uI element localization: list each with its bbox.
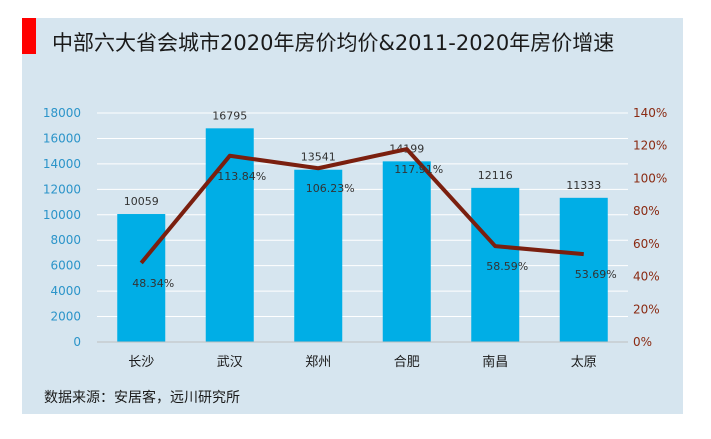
category-label: 太原: [571, 355, 597, 370]
bar: [559, 197, 608, 342]
left-axis-tick-label: 8000: [50, 233, 81, 247]
left-axis-tick-label: 2000: [50, 310, 81, 324]
left-axis-tick-label: 14000: [43, 157, 81, 171]
line-value-label: 48.34%: [132, 277, 174, 290]
category-label: 长沙: [128, 355, 154, 370]
bar: [382, 161, 431, 342]
category-label: 合肥: [394, 355, 420, 370]
bar: [294, 169, 343, 342]
bar-value-label: 13541: [301, 151, 336, 164]
left-axis-tick-label: 18000: [43, 106, 81, 120]
line-value-label: 117.91%: [394, 163, 443, 176]
line-value-label: 106.23%: [306, 182, 355, 195]
left-axis-tick-label: 12000: [43, 182, 81, 196]
right-axis-tick-label: 0%: [633, 335, 652, 349]
category-label: 郑州: [305, 355, 331, 370]
left-axis-tick-label: 6000: [50, 259, 81, 273]
growth-line: [139, 147, 584, 265]
right-axis-tick-label: 20%: [633, 302, 660, 316]
right-axis-tick-label: 100%: [633, 171, 667, 185]
bar: [117, 214, 166, 342]
bar-value-label: 10059: [124, 195, 159, 208]
bar-value-label: 12116: [478, 169, 513, 182]
right-axis-tick-label: 80%: [633, 204, 660, 218]
data-source-note: 数据来源：安居客，远川研究所: [44, 390, 240, 406]
left-axis-tick-label: 4000: [50, 284, 81, 298]
category-label: 武汉: [217, 355, 243, 370]
line-value-label: 113.84%: [217, 170, 266, 183]
left-axis-tick-label: 16000: [43, 131, 81, 145]
bar-value-label: 16795: [212, 109, 247, 122]
right-axis-tick-label: 140%: [633, 106, 667, 120]
line-value-label: 58.59%: [486, 260, 528, 273]
title-accent-bar: [22, 18, 36, 54]
category-label: 南昌: [482, 354, 508, 370]
left-axis-tick-label: 0: [73, 335, 81, 349]
bar-value-label: 11333: [566, 179, 601, 192]
bar: [471, 187, 520, 342]
left-axis-tick-label: 10000: [43, 208, 81, 222]
bar: [205, 128, 254, 342]
right-axis-tick-label: 60%: [633, 237, 660, 251]
right-axis-tick-label: 40%: [633, 270, 660, 284]
chart-title: 中部六大省会城市2020年房价均价&2011-2020年房价增速: [52, 31, 615, 55]
line-value-label: 53.69%: [575, 268, 617, 281]
right-axis-tick-label: 120%: [633, 139, 667, 153]
